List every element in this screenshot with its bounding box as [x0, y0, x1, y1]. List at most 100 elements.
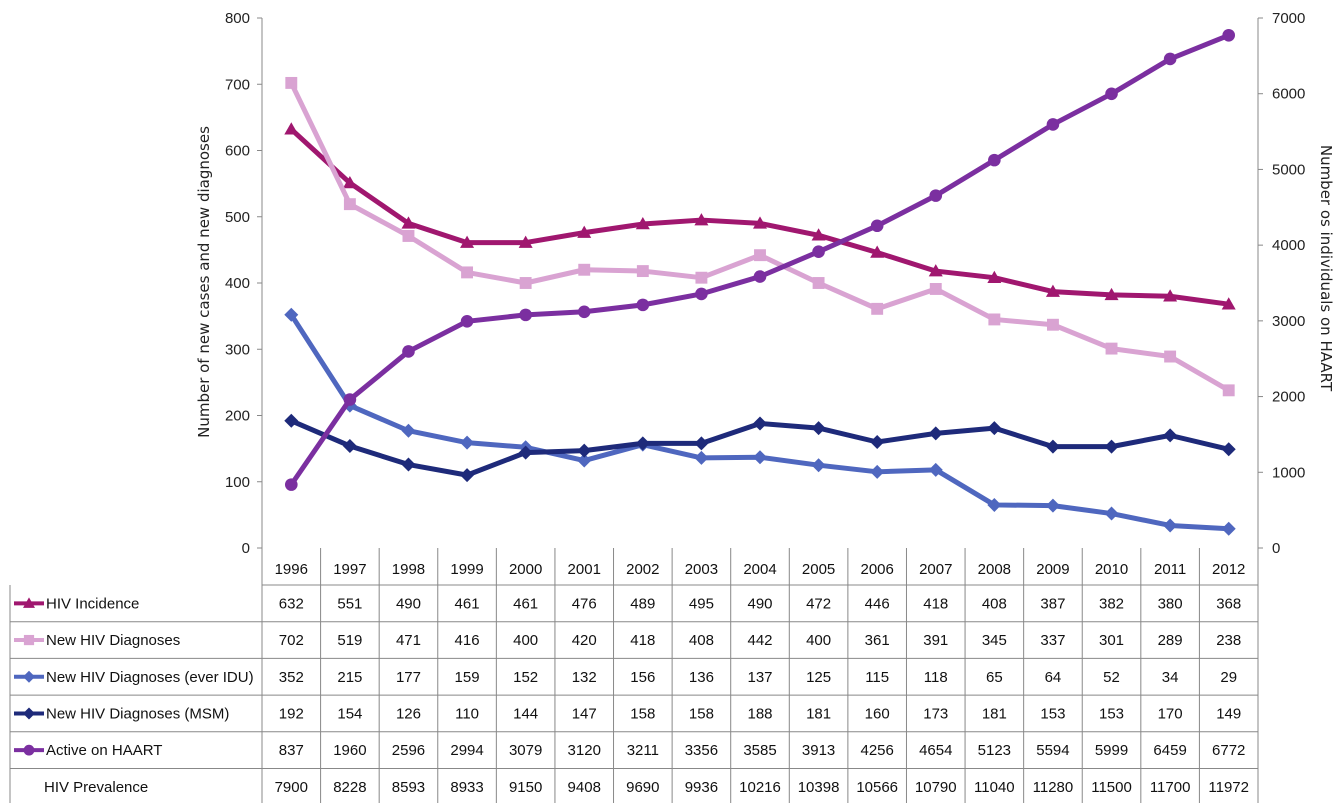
table-cell-value: 2994 — [450, 742, 483, 759]
table-cell-value: 158 — [689, 705, 714, 722]
data-point — [812, 277, 825, 289]
data-point — [1221, 442, 1236, 457]
data-point — [460, 235, 475, 248]
x-tick-label: 2003 — [685, 561, 718, 578]
x-tick-label: 2007 — [919, 561, 952, 578]
table-cell-value: 192 — [279, 705, 304, 722]
data-point — [1163, 428, 1178, 443]
table-row: HIV Incidence 632 551 490 461 461 476 489 495 490… — [14, 595, 1241, 612]
table-cell-value: 215 — [337, 669, 362, 686]
legend-entry: New HIV Diagnoses (ever IDU) — [46, 669, 254, 686]
table-cell-value: 144 — [513, 705, 538, 722]
y-axis-left-title: Number of new cases and new diagnoses — [195, 126, 213, 438]
x-tick-label: 1996 — [275, 561, 308, 578]
table-cell-value: 136 — [689, 669, 714, 686]
x-tick-label: 2000 — [509, 561, 542, 578]
table-cell-value: 420 — [572, 632, 597, 649]
data-point — [285, 76, 298, 89]
data-point — [636, 298, 650, 312]
data-point — [811, 228, 826, 241]
table-cell-value: 495 — [689, 595, 714, 612]
table-cell-value: 476 — [572, 595, 597, 612]
data-point — [811, 421, 826, 436]
table-cell-value: 301 — [1099, 632, 1124, 649]
table-cell-value: 238 — [1216, 632, 1241, 649]
table-cell-value: 8228 — [333, 779, 366, 796]
data-point — [342, 438, 357, 453]
data-point — [460, 315, 474, 328]
data-point — [1222, 28, 1236, 42]
y-left-tick-label: 400 — [225, 275, 250, 292]
table-cell-value: 34 — [1162, 669, 1179, 686]
table-row: HIV Prevalence 7900 8228 8593 8933 9150 9408 96… — [44, 779, 1249, 796]
data-point — [1163, 518, 1178, 533]
legend-marker — [23, 634, 35, 646]
data-point — [1105, 342, 1118, 355]
y-right-tick-label: 2000 — [1272, 389, 1305, 406]
legend-entry: New HIV Diagnoses (MSM) — [46, 705, 229, 722]
legend-marker — [23, 670, 35, 683]
y-right-tick-label: 5000 — [1272, 161, 1305, 178]
y-right-tick-label: 6000 — [1272, 86, 1305, 103]
series-active-on-haart — [284, 28, 1236, 491]
table-cell-value: 126 — [396, 705, 421, 722]
table-cell-value: 10790 — [915, 779, 957, 796]
y-right-tick-label: 1000 — [1272, 464, 1305, 481]
data-point — [577, 225, 592, 238]
table-cell-value: 461 — [455, 595, 480, 612]
legend-entry: Active on HAART — [46, 742, 162, 759]
data-point — [1046, 318, 1059, 331]
table-cell-value: 156 — [630, 669, 655, 686]
x-tick-label: 2011 — [1154, 561, 1186, 578]
data-point — [578, 263, 591, 276]
data-point — [577, 305, 591, 319]
legend-marker — [23, 707, 35, 720]
data-point — [1104, 287, 1119, 301]
x-tick-label: 1998 — [392, 561, 425, 578]
table-cell-value: 153 — [1099, 705, 1124, 722]
table-cell-value: 3120 — [568, 742, 601, 759]
data-point — [342, 175, 357, 189]
series-new-hiv-diagnoses — [285, 76, 1235, 397]
x-tick-label: 1999 — [450, 561, 483, 578]
data-point — [519, 308, 532, 322]
data-point — [635, 217, 650, 230]
table-cell-value: 11280 — [1033, 779, 1074, 796]
data-table: 1996 1997 1998 1999 2000 2001 2002 2003 2004 2005… — [9, 548, 1259, 803]
data-point — [284, 478, 298, 491]
table-cell-value: 5123 — [978, 742, 1011, 759]
data-point — [518, 235, 533, 248]
table-cell-value: 11972 — [1208, 779, 1249, 796]
y-right-tick-label: 4000 — [1272, 237, 1305, 254]
table-cell-value: 147 — [572, 705, 597, 722]
data-point — [401, 423, 416, 438]
y-left-tick-label: 100 — [225, 474, 250, 491]
table-cell-value: 418 — [630, 632, 655, 649]
data-point — [1104, 439, 1119, 454]
data-point — [1104, 506, 1119, 521]
table-cell-value: 181 — [806, 705, 831, 722]
legend-marker — [23, 744, 35, 756]
y-right-tick-label: 7000 — [1272, 10, 1305, 27]
y-right-tick-label: 0 — [1272, 540, 1280, 557]
x-tick-label: 2002 — [626, 561, 659, 578]
data-point — [1046, 118, 1060, 131]
data-point — [1221, 521, 1236, 536]
table-cell-value: 6772 — [1212, 742, 1245, 759]
table-cell-value: 5594 — [1036, 742, 1069, 759]
data-point — [987, 421, 1002, 436]
table-cell-value: 177 — [396, 669, 421, 686]
table-cell-value: 446 — [865, 595, 890, 612]
y-left-tick-label: 700 — [225, 76, 250, 93]
data-point — [519, 277, 532, 289]
table-cell-value: 352 — [279, 669, 304, 686]
data-point — [284, 122, 299, 135]
data-point — [928, 462, 943, 477]
series-line — [288, 80, 1232, 393]
table-cell-value: 6459 — [1153, 742, 1186, 759]
data-point — [1163, 289, 1178, 302]
table-cell-value: 9150 — [509, 779, 542, 796]
series-hiv-incidence — [284, 122, 1236, 310]
table-cell-value: 152 — [513, 669, 538, 686]
